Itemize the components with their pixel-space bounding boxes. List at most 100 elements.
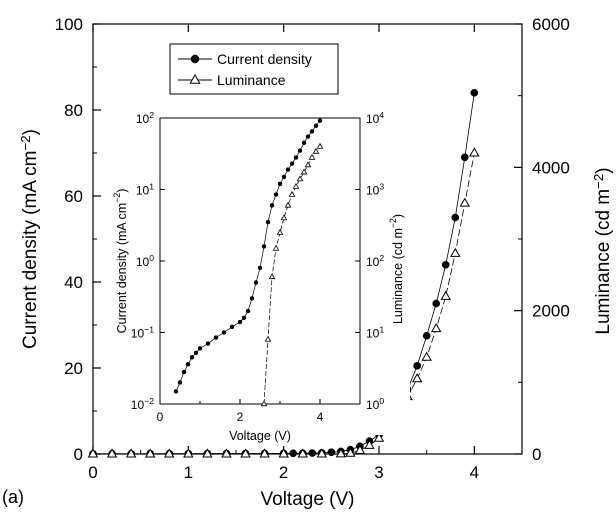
main-point-luminance xyxy=(221,448,232,458)
inset-point-current-density xyxy=(309,129,315,134)
main-point-luminance xyxy=(278,448,289,458)
main-point-luminance xyxy=(411,373,423,383)
main-x-tick-label: 4 xyxy=(470,463,479,482)
main-point-luminance xyxy=(144,448,156,458)
inset-point-current-density xyxy=(273,192,279,197)
inset-y2-tick-label: 104 xyxy=(366,110,384,126)
inset-y-tick-label: 10−1 xyxy=(131,325,154,341)
inset-point-current-density xyxy=(241,315,247,321)
main-y-tick-label: 80 xyxy=(64,101,83,120)
main-point-luminance xyxy=(316,448,328,458)
inset-y-axis-label: Current density (mA cm−2) xyxy=(112,189,129,334)
main-point-current-density xyxy=(413,362,421,370)
inset-y-tick-label: 101 xyxy=(136,182,154,198)
inset-point-luminance xyxy=(276,228,284,235)
inset-point-current-density xyxy=(173,389,179,394)
inset-point-current-density xyxy=(193,350,199,356)
main-x-tick-label: 2 xyxy=(279,463,288,482)
legend: Current density Luminance xyxy=(169,43,339,95)
inset-y2-tick-label: 103 xyxy=(366,182,384,198)
inset-y-tick-label: 102 xyxy=(136,110,154,126)
inset-point-current-density xyxy=(189,355,195,360)
inset-point-current-density xyxy=(185,361,191,367)
main-y2-tick-label: 0 xyxy=(532,445,541,464)
main-point-luminance xyxy=(354,444,366,454)
legend-marker-luminance xyxy=(189,73,201,84)
main-point-luminance xyxy=(440,290,451,300)
inset-point-current-density xyxy=(313,123,319,128)
legend-box xyxy=(169,43,339,95)
inset-point-current-density xyxy=(205,341,211,346)
inset-x-tick-label: 0 xyxy=(157,410,164,424)
inset-x-tick-label: 4 xyxy=(317,410,324,424)
inset-y-tick-label: 10−2 xyxy=(131,396,154,412)
main-point-luminance xyxy=(202,448,213,458)
main-point-current-density xyxy=(308,449,317,457)
main-point-luminance xyxy=(430,322,442,333)
main-point-current-density xyxy=(289,449,298,458)
inset-point-current-density xyxy=(285,167,291,172)
main-point-luminance xyxy=(459,197,471,207)
main-point-luminance xyxy=(164,448,175,458)
main-point-luminance xyxy=(125,448,137,458)
inset-point-luminance xyxy=(272,244,280,251)
inset-point-current-density xyxy=(277,181,283,187)
inset-y2-tick-label: 102 xyxy=(366,253,384,269)
main-point-luminance xyxy=(345,447,356,457)
main-series-line-luminance xyxy=(93,152,475,455)
inset-point-current-density xyxy=(293,155,299,160)
inset-point-current-density xyxy=(181,369,187,375)
main-point-current-density xyxy=(327,448,336,457)
inset-point-current-density xyxy=(261,244,267,249)
main-y-tick-label: 40 xyxy=(64,273,83,292)
main-point-luminance xyxy=(240,448,251,458)
inset-point-current-density xyxy=(301,140,307,146)
inset-point-current-density xyxy=(249,296,255,301)
inset-point-luminance xyxy=(280,214,288,221)
main-y2-axis-label: Luminance (cd m−2) xyxy=(591,167,614,334)
inset-point-luminance xyxy=(296,175,304,182)
main-point-current-density xyxy=(422,331,431,340)
inset-point-current-density xyxy=(281,174,287,180)
main-point-luminance xyxy=(450,247,461,257)
inset-point-current-density xyxy=(229,324,235,330)
main-point-luminance xyxy=(297,448,308,458)
main-x-tick-label: 0 xyxy=(88,463,97,482)
inset-y2-tick-label: 101 xyxy=(366,325,384,341)
inset-point-current-density xyxy=(265,219,271,225)
main-point-luminance xyxy=(335,448,347,458)
inset-x-tick-label: 2 xyxy=(237,410,244,424)
legend-label-current-density: Current density xyxy=(217,51,312,67)
inset-point-current-density xyxy=(221,330,227,335)
main-point-luminance xyxy=(364,439,375,449)
inset-point-current-density xyxy=(269,203,275,208)
inset-point-current-density xyxy=(177,380,183,385)
inset-point-luminance xyxy=(284,201,292,208)
main-y-tick-label: 0 xyxy=(74,445,83,464)
inset-point-luminance xyxy=(268,273,276,280)
inset-y2-tick-label: 100 xyxy=(366,396,384,412)
inset-point-luminance xyxy=(300,168,308,175)
inset-point-current-density xyxy=(197,346,203,351)
main-x-tick-label: 1 xyxy=(184,463,193,482)
inset-y2-axis-label: Luminance (cd m−2) xyxy=(388,214,405,324)
inset-point-luminance xyxy=(316,142,324,149)
legend-label-luminance: Luminance xyxy=(217,72,286,88)
main-point-current-density xyxy=(441,260,450,269)
main-y2-tick-label: 2000 xyxy=(532,302,570,321)
panel-label: (a) xyxy=(2,487,24,507)
inset-point-current-density xyxy=(289,161,295,166)
legend-marker-current-density xyxy=(190,54,200,64)
inset-x-axis-label: Voltage (V) xyxy=(229,429,291,443)
main-point-luminance xyxy=(106,448,118,458)
main-y-axis-label: Current density (mA cm−2) xyxy=(18,129,41,349)
main-point-luminance xyxy=(183,448,194,458)
inset-chart: 0 2 4 10−2 10−1 100 101 102 100 101 102 103 104 Volta… xyxy=(112,103,410,443)
main-point-luminance xyxy=(373,432,385,442)
main-point-luminance xyxy=(469,147,480,157)
inset-point-current-density xyxy=(245,308,251,314)
main-x-tick-label: 3 xyxy=(374,463,383,482)
inset-point-current-density xyxy=(253,280,259,285)
